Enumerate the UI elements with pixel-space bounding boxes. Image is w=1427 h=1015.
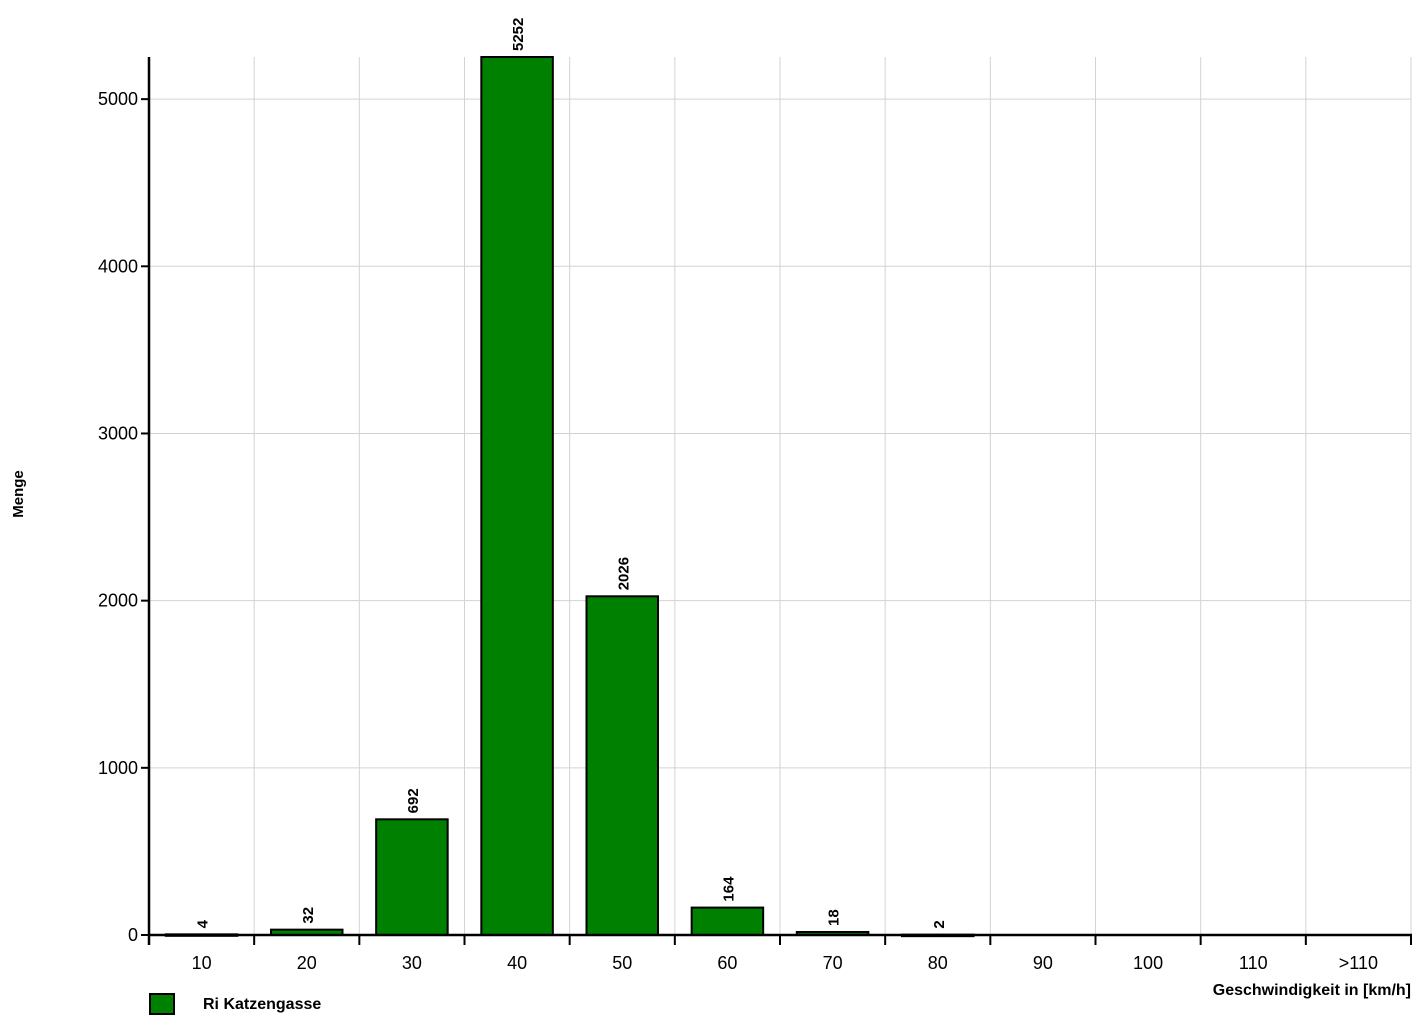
- bar: [690, 906, 765, 936]
- x-tick-label: 80: [928, 953, 948, 973]
- y-tick-label: 5000: [98, 89, 138, 109]
- x-tick-label: 90: [1033, 953, 1053, 973]
- x-tick-label: 70: [823, 953, 843, 973]
- y-tick-label: 2000: [98, 591, 138, 611]
- x-tick-label: 10: [192, 953, 212, 973]
- grid-lines: [149, 57, 1412, 935]
- x-tick-label: 110: [1239, 953, 1268, 973]
- x-tick-label: 20: [297, 953, 317, 973]
- x-axis-title: Geschwindigkeit in [km/h]: [1213, 982, 1411, 999]
- bar-value-label: 2: [931, 920, 948, 928]
- bar-value-label: 164: [720, 876, 737, 902]
- x-tick-label: >110: [1339, 953, 1378, 973]
- bar: [480, 56, 554, 936]
- bar-value-label: 32: [300, 907, 317, 924]
- bar-value-label: 4: [195, 919, 212, 928]
- bar-value-label: 2026: [615, 557, 632, 590]
- x-tick-label: 50: [612, 953, 632, 973]
- bar: [585, 595, 660, 936]
- x-tick-label: 60: [717, 953, 737, 973]
- bar-value-label: 692: [405, 788, 422, 813]
- y-tick-label: 3000: [98, 423, 138, 443]
- bar-value-label: 5252: [510, 18, 527, 51]
- y-tick-label: 1000: [98, 758, 138, 778]
- data-labels: 4 32 692 5252 2026 164 18 2: [195, 18, 948, 929]
- y-tick-label: 0: [128, 925, 138, 945]
- x-tick-label: 100: [1133, 953, 1163, 973]
- axes: 0 1000 2000 3000 4000 5000 10 20 30 40 50 60 70 80 90 1…: [98, 57, 1412, 973]
- legend-label: Ri Katzengasse: [203, 996, 322, 1013]
- y-axis-title: Menge: [10, 470, 27, 518]
- bar: [375, 818, 449, 936]
- x-tick-label: 40: [507, 953, 527, 973]
- y-tick-label: 4000: [98, 256, 138, 276]
- legend-swatch: [149, 993, 175, 1015]
- bar-value-label: 18: [826, 909, 843, 926]
- x-tick-label: 30: [402, 953, 422, 973]
- bars: [164, 56, 975, 938]
